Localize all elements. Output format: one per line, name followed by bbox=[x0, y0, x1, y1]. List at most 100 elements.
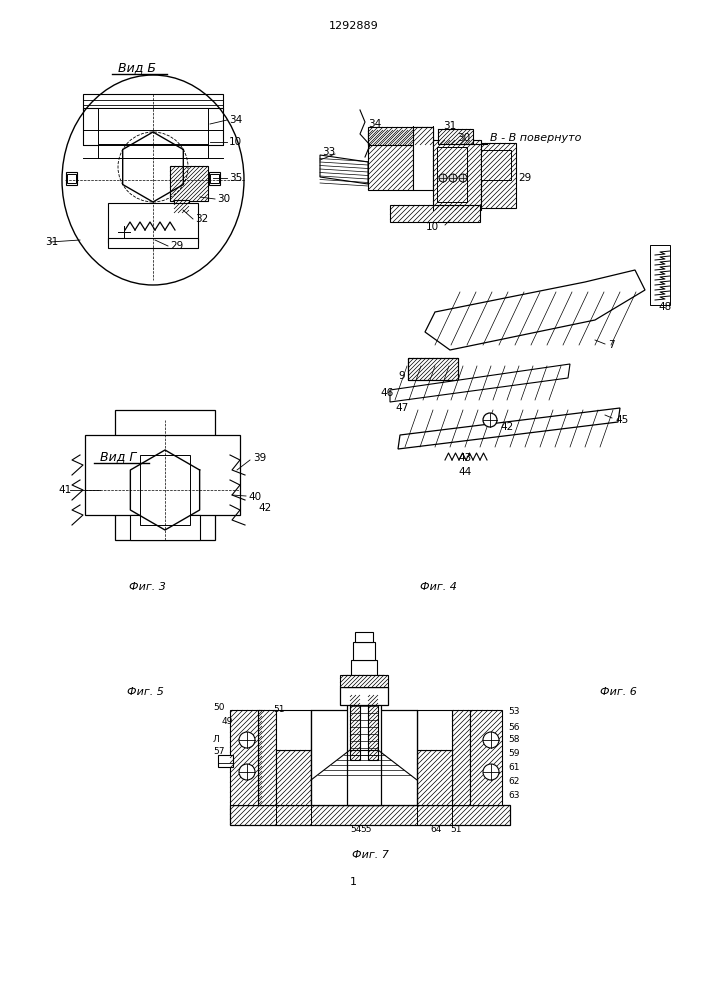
Text: 46: 46 bbox=[380, 388, 393, 398]
Bar bbox=[276, 710, 311, 750]
Text: 33: 33 bbox=[322, 147, 335, 157]
Bar bbox=[368, 130, 413, 190]
Bar bbox=[98, 144, 208, 158]
Text: 51: 51 bbox=[273, 706, 284, 714]
Text: В - В повернуто: В - В повернуто bbox=[490, 133, 581, 143]
Bar bbox=[230, 710, 262, 805]
Bar bbox=[368, 695, 378, 760]
Bar bbox=[433, 140, 481, 210]
Text: 41: 41 bbox=[58, 485, 71, 495]
Text: 40: 40 bbox=[248, 492, 261, 502]
Text: 51: 51 bbox=[450, 826, 462, 834]
Text: 47: 47 bbox=[395, 403, 408, 413]
Bar bbox=[98, 108, 208, 145]
Bar bbox=[353, 642, 375, 660]
Bar bbox=[437, 147, 467, 202]
Bar bbox=[209, 172, 220, 185]
Text: 57: 57 bbox=[213, 748, 225, 756]
Text: 29: 29 bbox=[170, 241, 183, 251]
Bar bbox=[174, 200, 189, 213]
Circle shape bbox=[239, 732, 255, 748]
Text: Вид Г: Вид Г bbox=[100, 450, 136, 464]
Text: 63: 63 bbox=[508, 792, 520, 800]
Text: 1292889: 1292889 bbox=[329, 21, 379, 31]
Circle shape bbox=[483, 732, 499, 748]
Bar bbox=[438, 129, 473, 144]
Text: 54: 54 bbox=[350, 826, 361, 834]
Text: Фиг. 6: Фиг. 6 bbox=[600, 687, 637, 697]
Text: 31: 31 bbox=[443, 121, 456, 131]
Bar bbox=[355, 632, 373, 642]
Bar bbox=[481, 143, 516, 208]
Bar bbox=[347, 695, 381, 805]
Bar bbox=[218, 755, 233, 767]
Bar bbox=[340, 675, 388, 687]
Text: 10: 10 bbox=[426, 222, 438, 232]
Bar bbox=[368, 127, 433, 145]
Text: 44: 44 bbox=[458, 467, 472, 477]
Text: 1: 1 bbox=[349, 877, 356, 887]
Text: 10: 10 bbox=[229, 137, 242, 147]
Text: 56: 56 bbox=[508, 722, 520, 732]
Text: 49: 49 bbox=[222, 718, 233, 726]
Text: 48: 48 bbox=[658, 302, 671, 312]
Bar bbox=[408, 358, 458, 380]
Bar bbox=[417, 710, 452, 750]
Bar bbox=[340, 687, 388, 705]
Circle shape bbox=[483, 413, 497, 427]
Text: 34: 34 bbox=[368, 119, 381, 129]
Text: 31: 31 bbox=[45, 237, 58, 247]
Text: Фиг. 3: Фиг. 3 bbox=[129, 582, 165, 592]
Text: Фиг. 7: Фиг. 7 bbox=[351, 850, 388, 860]
Text: 55: 55 bbox=[360, 826, 371, 834]
Bar bbox=[108, 238, 198, 248]
Text: 53: 53 bbox=[508, 708, 520, 716]
Circle shape bbox=[439, 174, 447, 182]
Polygon shape bbox=[320, 155, 368, 184]
Bar bbox=[66, 172, 77, 185]
Bar bbox=[115, 410, 215, 540]
Polygon shape bbox=[425, 270, 645, 350]
Text: 43: 43 bbox=[458, 453, 472, 463]
Text: 30: 30 bbox=[457, 133, 470, 143]
Bar bbox=[417, 750, 452, 805]
Bar bbox=[85, 435, 240, 515]
Text: 32: 32 bbox=[195, 214, 209, 224]
Bar bbox=[408, 358, 458, 380]
Bar bbox=[390, 205, 480, 222]
Bar bbox=[276, 750, 311, 805]
Text: Вид Б: Вид Б bbox=[118, 62, 156, 75]
Text: 42: 42 bbox=[258, 503, 271, 513]
Bar bbox=[413, 127, 433, 190]
Circle shape bbox=[449, 174, 457, 182]
Bar bbox=[452, 710, 470, 805]
Bar bbox=[481, 150, 511, 180]
Polygon shape bbox=[398, 408, 620, 449]
Bar bbox=[350, 695, 360, 760]
Bar bbox=[258, 710, 276, 805]
Text: 45: 45 bbox=[615, 415, 629, 425]
Text: 64: 64 bbox=[430, 826, 441, 834]
Bar bbox=[108, 203, 198, 243]
Text: 9: 9 bbox=[398, 371, 404, 381]
Bar bbox=[130, 515, 200, 540]
Bar bbox=[470, 710, 502, 805]
Text: 7: 7 bbox=[608, 340, 614, 350]
Text: 62: 62 bbox=[508, 778, 520, 786]
Text: 39: 39 bbox=[253, 453, 267, 463]
Text: 42: 42 bbox=[500, 422, 513, 432]
Text: 58: 58 bbox=[508, 736, 520, 744]
Bar bbox=[210, 174, 219, 183]
Bar bbox=[83, 94, 223, 110]
Bar bbox=[140, 455, 190, 525]
Bar bbox=[67, 174, 76, 183]
Bar bbox=[230, 805, 510, 825]
Text: 30: 30 bbox=[217, 194, 230, 204]
Bar bbox=[170, 166, 208, 201]
Text: 29: 29 bbox=[518, 173, 531, 183]
Circle shape bbox=[459, 174, 467, 182]
Bar bbox=[344, 675, 384, 687]
Text: 50: 50 bbox=[213, 704, 225, 712]
Circle shape bbox=[483, 764, 499, 780]
Text: 59: 59 bbox=[508, 748, 520, 758]
